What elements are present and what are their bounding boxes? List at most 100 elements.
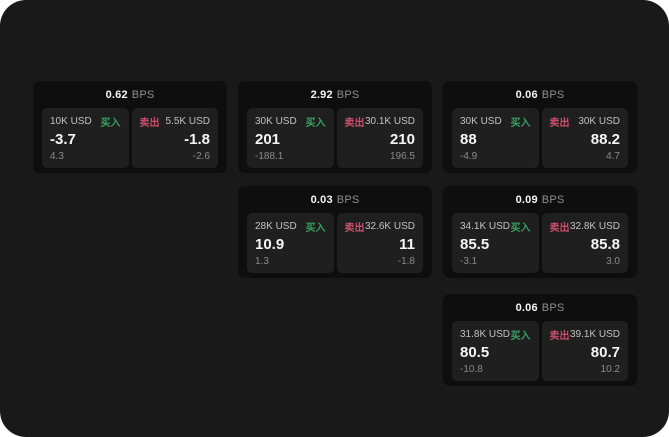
sell-panel-top: 卖出 39.1K USD bbox=[550, 327, 621, 342]
quote-card: 0.06 BPS 31.8K USD 买入 80.5 -10.8 卖出 39.1… bbox=[443, 294, 637, 386]
quote-card: 2.92 BPS 30K USD 买入 201 -188.1 卖出 30.1K … bbox=[238, 81, 432, 173]
buy-price: 88 bbox=[460, 130, 477, 148]
buy-notional: 28K USD bbox=[255, 221, 297, 232]
bps-header: 0.06 BPS bbox=[443, 81, 637, 108]
bps-header: 2.92 BPS bbox=[238, 81, 432, 108]
buy-change: -4.9 bbox=[460, 151, 478, 162]
sell-side-label: 卖出 bbox=[549, 118, 570, 129]
buy-side-label: 买入 bbox=[510, 223, 531, 234]
bps-value: 2.92 bbox=[310, 88, 333, 101]
sell-notional: 30.1K USD bbox=[364, 116, 415, 127]
bps-header: 0.09 BPS bbox=[443, 186, 637, 213]
buy-notional: 31.8K USD bbox=[460, 329, 511, 340]
buy-price: 10.9 bbox=[255, 235, 285, 253]
sell-notional: 32.6K USD bbox=[364, 221, 415, 232]
sell-notional: 30K USD bbox=[578, 116, 620, 127]
buy-side-label: 买入 bbox=[510, 331, 531, 342]
buy-panel-top: 34.1K USD 买入 bbox=[460, 219, 531, 234]
bps-value: 0.06 bbox=[515, 301, 538, 314]
buy-change: 1.3 bbox=[255, 256, 269, 267]
buy-panel-top: 30K USD 买入 bbox=[460, 114, 531, 129]
bps-header: 0.06 BPS bbox=[443, 294, 637, 321]
buy-panel[interactable]: 30K USD 买入 88 -4.9 bbox=[452, 108, 539, 168]
sell-change: 3.0 bbox=[606, 256, 620, 267]
sell-change: 4.7 bbox=[606, 151, 620, 162]
buy-change: -10.8 bbox=[460, 364, 483, 375]
bps-unit-label: BPS bbox=[131, 88, 155, 101]
buy-notional: 30K USD bbox=[460, 116, 502, 127]
sell-price: 11 bbox=[399, 235, 415, 253]
buy-panel-top: 28K USD 买入 bbox=[255, 219, 326, 234]
bps-unit-label: BPS bbox=[541, 88, 565, 101]
quote-card: 0.03 BPS 28K USD 买入 10.9 1.3 卖出 32.6K US… bbox=[238, 186, 432, 278]
sell-panel[interactable]: 卖出 32.6K USD 11 -1.8 bbox=[336, 213, 423, 273]
bps-header: 0.62 BPS bbox=[33, 81, 227, 108]
buy-notional: 30K USD bbox=[255, 116, 297, 127]
sell-panel[interactable]: 卖出 5.5K USD -1.8 -2.6 bbox=[131, 108, 218, 168]
sell-notional: 5.5K USD bbox=[165, 116, 210, 127]
buy-side-label: 买入 bbox=[305, 223, 326, 234]
buy-side-label: 买入 bbox=[305, 118, 326, 129]
sell-change: -1.8 bbox=[397, 256, 415, 267]
bps-value: 0.03 bbox=[310, 193, 333, 206]
bps-value: 0.62 bbox=[105, 88, 128, 101]
sell-price: 88.2 bbox=[590, 130, 620, 148]
sell-side-label: 卖出 bbox=[549, 331, 570, 342]
buy-panel[interactable]: 10K USD 买入 -3.7 4.3 bbox=[42, 108, 129, 168]
bps-unit-label: BPS bbox=[336, 193, 360, 206]
buy-panel[interactable]: 28K USD 买入 10.9 1.3 bbox=[247, 213, 334, 273]
bps-header: 0.03 BPS bbox=[238, 186, 432, 213]
sell-panel[interactable]: 卖出 30K USD 88.2 4.7 bbox=[541, 108, 628, 168]
buy-notional: 10K USD bbox=[50, 116, 92, 127]
buy-side-label: 买入 bbox=[100, 118, 121, 129]
sell-price: 210 bbox=[389, 130, 415, 148]
sell-panel-top: 卖出 32.8K USD bbox=[550, 219, 621, 234]
sell-side-label: 卖出 bbox=[549, 223, 570, 234]
sell-side-label: 卖出 bbox=[139, 118, 160, 129]
quote-body: 10K USD 买入 -3.7 4.3 卖出 5.5K USD -1.8 -2.… bbox=[33, 108, 227, 173]
buy-price: -3.7 bbox=[50, 130, 76, 148]
sell-panel-top: 卖出 32.6K USD bbox=[345, 219, 416, 234]
sell-price: 80.7 bbox=[590, 343, 620, 361]
quote-body: 30K USD 买入 201 -188.1 卖出 30.1K USD 210 1… bbox=[238, 108, 432, 173]
bps-value: 0.06 bbox=[515, 88, 538, 101]
buy-panel[interactable]: 31.8K USD 买入 80.5 -10.8 bbox=[452, 321, 539, 381]
sell-side-label: 卖出 bbox=[344, 118, 365, 129]
quote-body: 34.1K USD 买入 85.5 -3.1 卖出 32.8K USD 85.8… bbox=[443, 213, 637, 278]
bps-unit-label: BPS bbox=[541, 301, 565, 314]
buy-change: -3.1 bbox=[460, 256, 478, 267]
sell-price: -1.8 bbox=[184, 130, 210, 148]
quote-card: 0.62 BPS 10K USD 买入 -3.7 4.3 卖出 5.5K USD… bbox=[33, 81, 227, 173]
sell-notional: 39.1K USD bbox=[569, 329, 620, 340]
buy-panel[interactable]: 34.1K USD 买入 85.5 -3.1 bbox=[452, 213, 539, 273]
sell-price: 85.8 bbox=[590, 235, 620, 253]
buy-side-label: 买入 bbox=[510, 118, 531, 129]
sell-panel[interactable]: 卖出 39.1K USD 80.7 10.2 bbox=[541, 321, 628, 381]
quote-card: 0.09 BPS 34.1K USD 买入 85.5 -3.1 卖出 32.8K… bbox=[443, 186, 637, 278]
sell-panel-top: 卖出 5.5K USD bbox=[140, 114, 211, 129]
quote-body: 30K USD 买入 88 -4.9 卖出 30K USD 88.2 4.7 bbox=[443, 108, 637, 173]
sell-change: 196.5 bbox=[389, 151, 415, 162]
bps-unit-label: BPS bbox=[541, 193, 565, 206]
buy-panel-top: 10K USD 买入 bbox=[50, 114, 121, 129]
buy-price: 80.5 bbox=[460, 343, 490, 361]
buy-panel-top: 31.8K USD 买入 bbox=[460, 327, 531, 342]
sell-panel[interactable]: 卖出 32.8K USD 85.8 3.0 bbox=[541, 213, 628, 273]
sell-notional: 32.8K USD bbox=[569, 221, 620, 232]
buy-price: 85.5 bbox=[460, 235, 490, 253]
sell-change: 10.2 bbox=[600, 364, 620, 375]
buy-price: 201 bbox=[255, 130, 281, 148]
sell-panel[interactable]: 卖出 30.1K USD 210 196.5 bbox=[336, 108, 423, 168]
sell-panel-top: 卖出 30.1K USD bbox=[345, 114, 416, 129]
sell-change: -2.6 bbox=[192, 151, 210, 162]
buy-notional: 34.1K USD bbox=[460, 221, 511, 232]
sell-panel-top: 卖出 30K USD bbox=[550, 114, 621, 129]
buy-panel[interactable]: 30K USD 买入 201 -188.1 bbox=[247, 108, 334, 168]
bps-value: 0.09 bbox=[515, 193, 538, 206]
sell-side-label: 卖出 bbox=[344, 223, 365, 234]
buy-change: 4.3 bbox=[50, 151, 64, 162]
quote-body: 31.8K USD 买入 80.5 -10.8 卖出 39.1K USD 80.… bbox=[443, 321, 637, 386]
buy-panel-top: 30K USD 买入 bbox=[255, 114, 326, 129]
quote-card: 0.06 BPS 30K USD 买入 88 -4.9 卖出 30K USD 8… bbox=[443, 81, 637, 173]
